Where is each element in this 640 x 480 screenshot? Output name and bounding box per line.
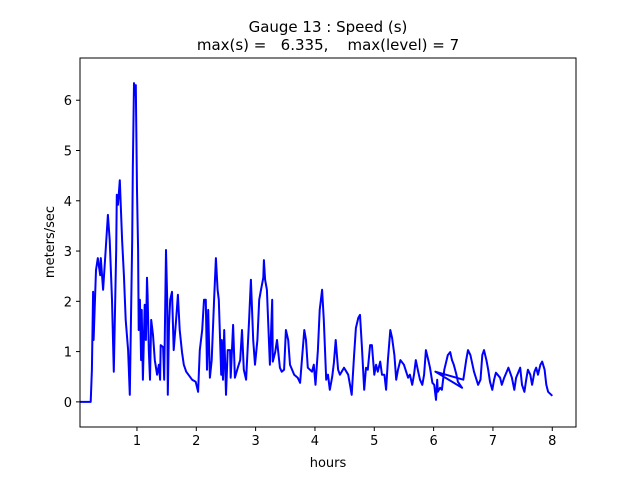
x-tick-label: 2 <box>192 434 200 449</box>
x-tick-label: 1 <box>133 434 141 449</box>
axes-frame <box>79 57 577 428</box>
chart-subtitle: max(s) = 6.335, max(level) = 7 <box>197 36 459 54</box>
x-axis-label: hours <box>310 456 347 471</box>
y-tick-label: 3 <box>64 245 72 260</box>
y-tick-label: 0 <box>64 396 72 411</box>
x-tick-label: 6 <box>429 434 437 449</box>
chart-title: Gauge 13 : Speed (s) <box>249 18 408 36</box>
plot-area <box>80 82 553 403</box>
axis-ticks: 1 2 3 4 5 6 7 8 0 1 2 3 4 5 6 <box>64 94 557 449</box>
y-tick-label: 1 <box>64 346 72 361</box>
x-tick-label: 7 <box>489 434 497 449</box>
y-tick-label: 5 <box>64 145 72 160</box>
series-line-speed <box>80 82 553 403</box>
x-tick-label: 5 <box>370 434 378 449</box>
x-tick-label: 4 <box>311 434 319 449</box>
x-tick-label: 8 <box>548 434 556 449</box>
y-tick-label: 2 <box>64 295 72 310</box>
y-tick-label: 4 <box>64 195 72 210</box>
x-tick-label: 3 <box>251 434 259 449</box>
y-tick-label: 6 <box>64 94 72 109</box>
y-axis-label: meters/sec <box>43 206 58 278</box>
